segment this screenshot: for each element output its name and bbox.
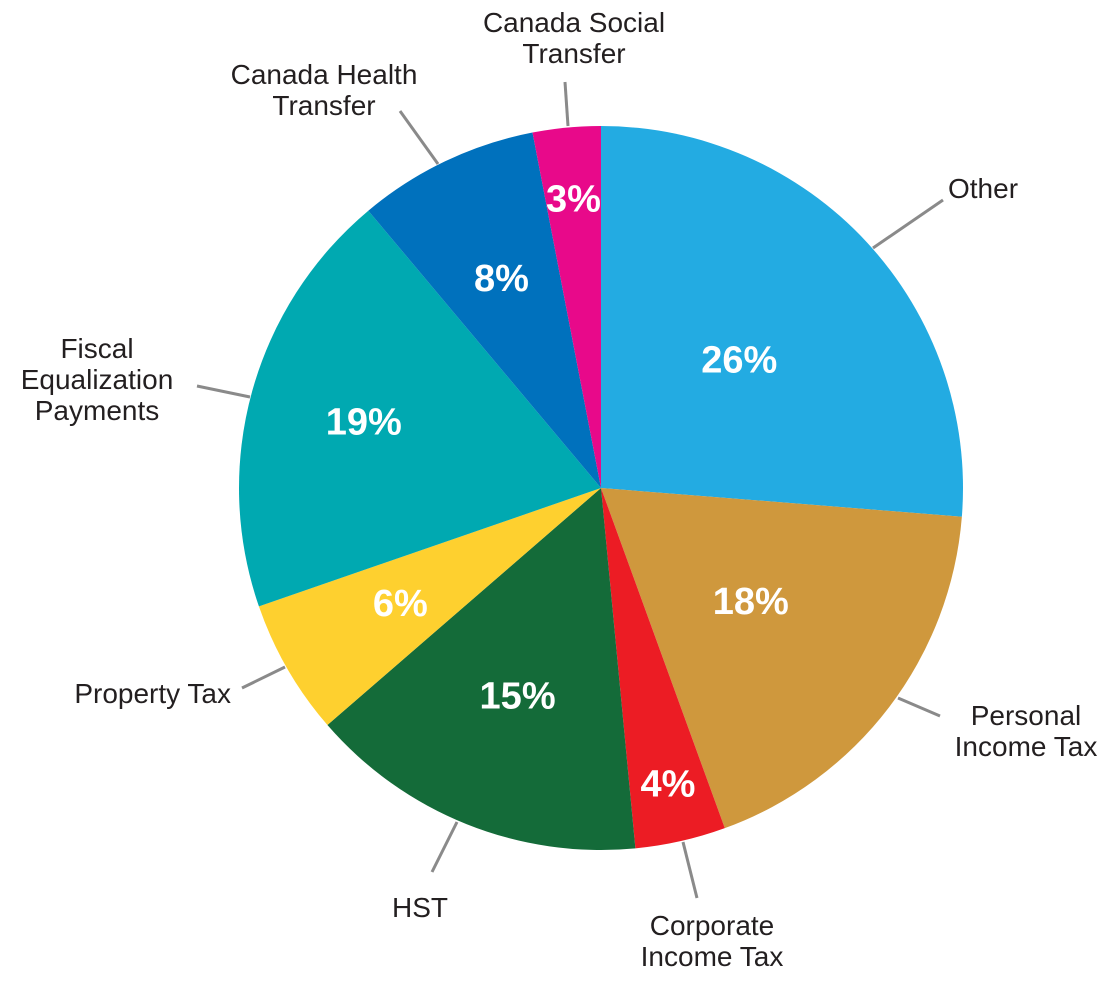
pct-label-hst: 15% xyxy=(480,675,556,717)
category-label-corporate-income-tax: Corporate Income Tax xyxy=(641,910,784,972)
pct-label-personal-income-tax: 18% xyxy=(713,581,789,623)
pie-slices xyxy=(238,126,964,850)
pie-slice-property-tax xyxy=(258,488,601,726)
pct-label-corporate-income-tax: 4% xyxy=(641,764,696,806)
pie-slice-fiscal-equalization-payments xyxy=(238,210,602,607)
leader-line-personal-income-tax xyxy=(897,696,941,718)
pct-label-canada-social-transfer: 3% xyxy=(546,179,601,221)
leader-lines xyxy=(196,81,944,899)
pie-slice-corporate-income-tax xyxy=(601,488,725,849)
category-label-other: Other xyxy=(948,173,1018,204)
category-label-hst: HST xyxy=(392,892,448,923)
category-label-canada-social-transfer: Canada Social Transfer xyxy=(483,7,665,69)
category-label-property-tax: Property Tax xyxy=(74,678,231,709)
pie-slice-canada-health-transfer xyxy=(368,132,601,488)
leader-line-hst xyxy=(430,821,459,873)
pie-slice-canada-social-transfer xyxy=(532,126,601,488)
pct-label-fiscal-equalization-payments: 19% xyxy=(326,401,402,443)
leader-line-other xyxy=(872,198,944,250)
leader-line-fiscal-equalization-payments xyxy=(196,384,251,399)
pie-slice-hst xyxy=(327,488,636,850)
pie-slice-personal-income-tax xyxy=(601,488,962,829)
pct-label-property-tax: 6% xyxy=(373,583,428,625)
leader-line-canada-health-transfer xyxy=(398,110,440,165)
leader-line-canada-social-transfer xyxy=(563,81,570,127)
pie-slice-other xyxy=(601,126,964,517)
leader-line-corporate-income-tax xyxy=(681,841,699,899)
pct-label-other: 26% xyxy=(701,339,777,381)
category-label-canada-health-transfer: Canada Health Transfer xyxy=(231,59,418,121)
category-label-fiscal-equalization-payments: Fiscal Equalization Payments xyxy=(21,333,174,426)
percentage-labels: 26% 18% 4% 15% 6% 19% 8% 3% xyxy=(326,179,789,806)
category-label-personal-income-tax: Personal Income Tax xyxy=(955,700,1098,762)
category-labels: Other Personal Income Tax Corporate Income T… xyxy=(21,7,1098,972)
pct-label-canada-health-transfer: 8% xyxy=(474,258,529,300)
leader-line-property-tax xyxy=(241,665,286,690)
